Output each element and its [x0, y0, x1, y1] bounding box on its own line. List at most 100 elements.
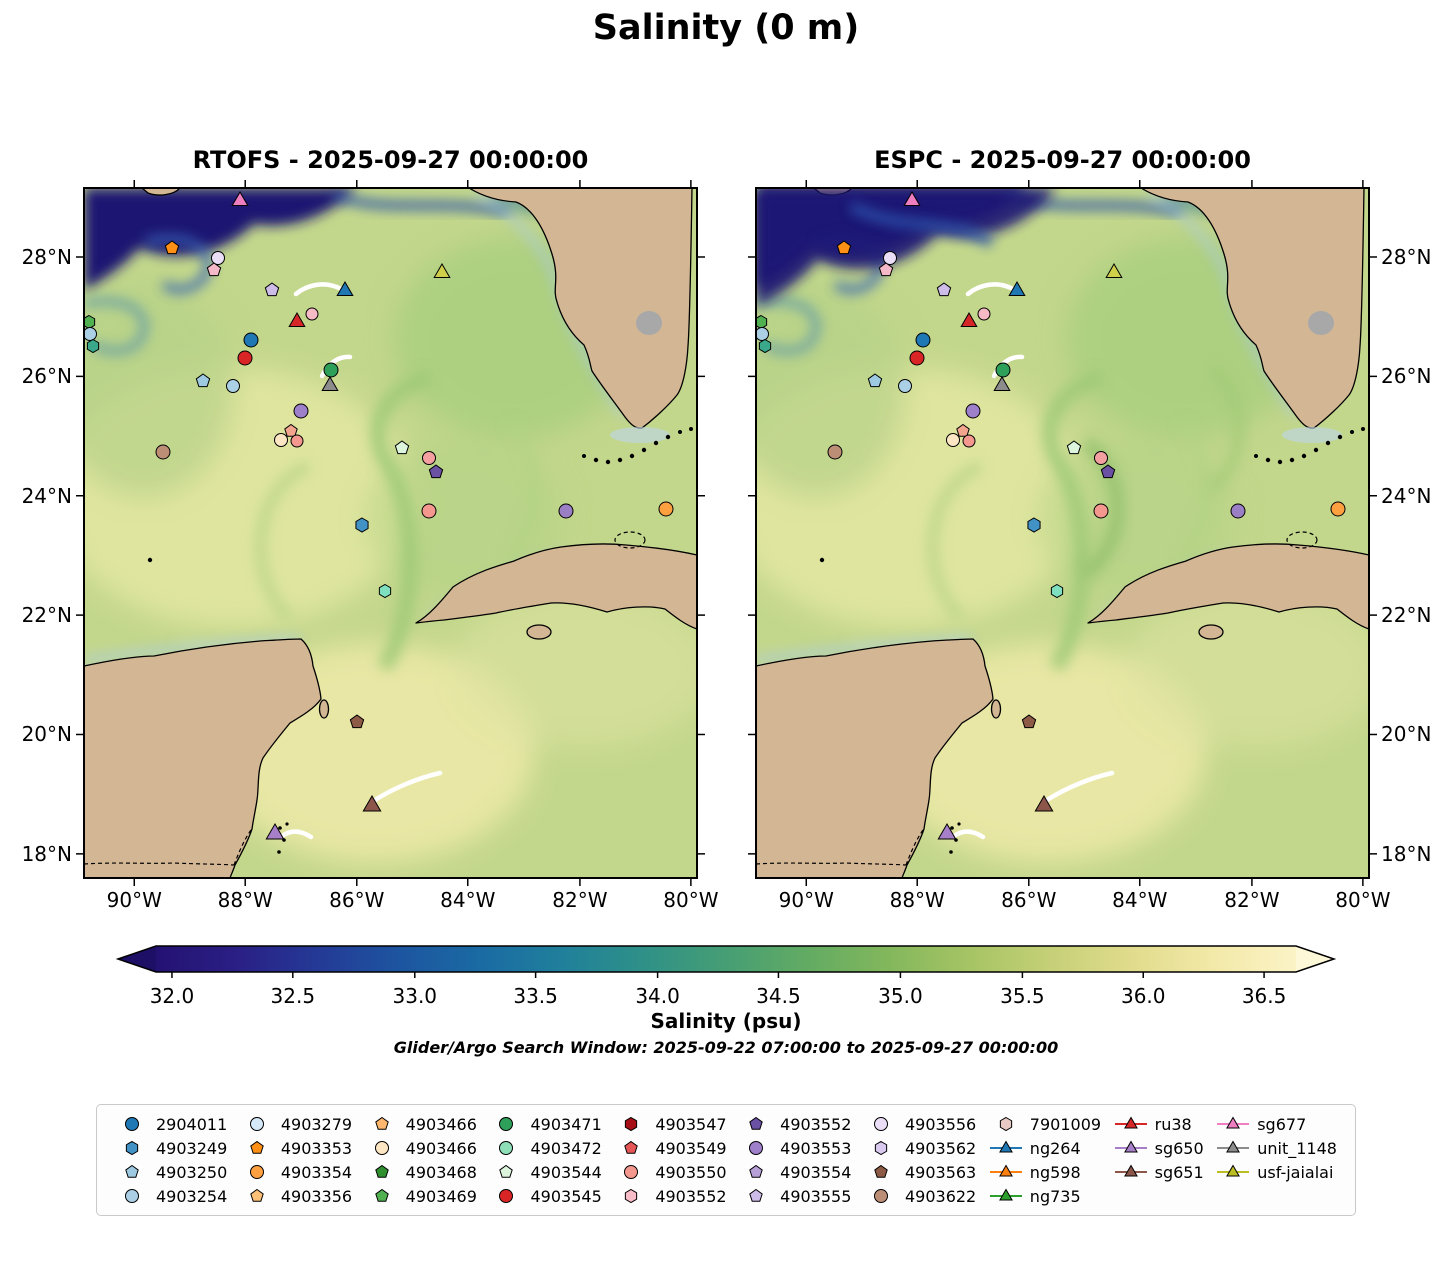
- colorbar-tick-label: 36.0: [1120, 984, 1166, 1008]
- salinity-field-map-rtofs: [84, 188, 697, 886]
- circle-marker: [125, 1117, 139, 1131]
- legend-item-4903250: 4903250: [115, 1161, 227, 1183]
- pentagon-marker: [749, 1116, 763, 1130]
- legend-item-4903472: 4903472: [489, 1137, 602, 1159]
- legend-item-sg650: sg650: [1114, 1137, 1204, 1159]
- map-marker-ru38: [288, 311, 306, 327]
- map-marker-argo-2904011: [243, 332, 259, 348]
- map-marker-argo-ltblue-edge: [84, 327, 97, 341]
- legend-item-4903469: 4903469: [365, 1185, 477, 1207]
- legend-label: ru38: [1154, 1114, 1192, 1134]
- map-marker-argo-4903553: [965, 403, 981, 419]
- map-marker-argo-4903549: [422, 451, 436, 465]
- map-marker-argo-4903553: [293, 403, 309, 419]
- lon-tick-label: 90°W: [778, 888, 834, 912]
- legend-column: 4903279 4903353 4903354 4903356: [240, 1113, 352, 1207]
- circle-marker-icon: [873, 1189, 888, 1203]
- legend-item-4903254: 4903254: [115, 1185, 227, 1207]
- circle-marker-icon: [749, 1141, 764, 1155]
- legend-item-4903554: 4903554: [739, 1161, 851, 1183]
- hexagon-marker: [625, 1116, 638, 1132]
- circle-marker: [499, 1189, 514, 1203]
- marker-layer: [756, 190, 1346, 840]
- map-marker-ng264: [336, 280, 354, 296]
- legend-item-4903545: 4903545: [489, 1185, 602, 1207]
- glider-track-icon: [1114, 1164, 1147, 1177]
- colorbar-tick-label: 32.5: [270, 984, 316, 1008]
- legend-label: 2904011: [156, 1114, 228, 1134]
- legend-label: 4903469: [405, 1186, 477, 1206]
- map-marker-argo-4903250: [867, 373, 883, 388]
- circle-marker-icon: [125, 1117, 139, 1131]
- legend-item-ru38: ru38: [1114, 1113, 1204, 1135]
- legend-label: 4903250: [156, 1162, 228, 1182]
- legend-label: 4903555: [780, 1186, 852, 1206]
- glider-track-icon: [989, 1188, 1022, 1201]
- legend-column: 4903466 4903466 4903468 4903469: [365, 1113, 477, 1207]
- map-marker-argo-4903472: [1050, 583, 1064, 599]
- hexagon-marker-icon: [999, 1116, 1012, 1132]
- circle-marker: [749, 1141, 764, 1155]
- map-espc: 90°W 88°W 86°W 84°W 82°W 80°W 28°N 26°N 24°N 22°N…: [756, 188, 1431, 912]
- legend-item-4903552: 4903552: [739, 1113, 851, 1135]
- lat-tick-label: 26°N: [21, 364, 72, 389]
- legend-label: 4903468: [405, 1162, 477, 1182]
- lat-tick-label: 20°N: [1381, 722, 1432, 747]
- circle-marker-icon: [125, 1189, 139, 1203]
- legend-item-sg677: sg677: [1216, 1113, 1337, 1135]
- map-marker-argo-4903354: [658, 501, 674, 517]
- map-marker-argo-teal-hex: [758, 338, 772, 354]
- hexagon-marker: [125, 1140, 139, 1156]
- lon-tick-label: 82°W: [552, 888, 608, 912]
- map-marker-usf-jaialai: [433, 262, 451, 278]
- map-marker-argo-4903249: [1027, 517, 1041, 533]
- map-marker-argo-4903550b: [962, 434, 976, 448]
- lon-tick-label: 84°W: [1112, 888, 1168, 912]
- legend-label: sg651: [1154, 1162, 1204, 1182]
- legend-label: ng598: [1029, 1162, 1081, 1182]
- lon-tick-label: 80°W: [1335, 888, 1391, 912]
- circle-marker-icon: [249, 1165, 264, 1179]
- map-marker-sg650: [265, 822, 285, 840]
- colorbar-gradient: [156, 946, 1296, 972]
- marker-layer: [84, 190, 674, 840]
- map-marker-argo-4903471: [995, 362, 1011, 378]
- legend-label: 4903279: [280, 1114, 353, 1134]
- legend-item-4903466: 4903466: [365, 1113, 477, 1135]
- lat-tick-label: 20°N: [21, 722, 72, 747]
- pentagon-marker-icon: [499, 1164, 514, 1178]
- lat-tick-label: 28°N: [1381, 245, 1432, 269]
- circle-marker-icon: [873, 1117, 888, 1131]
- map-marker-ru38: [960, 311, 978, 327]
- map-marker-sg651: [1034, 794, 1054, 812]
- legend-item-unit_1148: unit_1148: [1216, 1137, 1337, 1159]
- lat-tick-label: 24°N: [1381, 483, 1432, 508]
- circle-marker: [374, 1141, 389, 1155]
- legend-item-4903356: 4903356: [240, 1185, 352, 1207]
- pentagon-marker-icon: [874, 1164, 888, 1178]
- lat-tick-label: 26°N: [1381, 364, 1432, 389]
- pentagon-marker-icon: [624, 1140, 639, 1154]
- lat-tick-label: 18°N: [21, 841, 72, 866]
- lon-tick-label: 80°W: [663, 888, 719, 912]
- legend-item-4903468: 4903468: [365, 1161, 477, 1183]
- pentagon-marker-icon: [749, 1116, 763, 1130]
- map-marker-argo-2904011: [915, 332, 931, 348]
- colorbar: [115, 945, 1337, 978]
- map-marker-argo-green-hex: [756, 314, 768, 330]
- legend-label: 4903353: [280, 1138, 353, 1158]
- map-marker-argo-4903544: [394, 440, 410, 455]
- legend-item-7901009: 7901009: [989, 1113, 1101, 1135]
- legend-column: sg677 unit_1148 usf-jaialai: [1216, 1113, 1337, 1207]
- map-marker-argo-4903550b: [290, 434, 304, 448]
- lon-tick-label: 86°W: [1001, 888, 1057, 912]
- colorbar-tick-label: 35.0: [878, 984, 923, 1008]
- map-marker-argo-green-hex: [84, 314, 96, 330]
- pentagon-marker-icon: [374, 1188, 389, 1202]
- hexagon-marker-icon: [625, 1116, 638, 1132]
- lon-tick-label: 86°W: [329, 888, 385, 912]
- pentagon-marker: [749, 1164, 763, 1178]
- colorbar-tickmarks: [171, 972, 1265, 978]
- map-marker-argo-4903563: [1021, 714, 1037, 729]
- salinity-field-map-espc: [756, 188, 1369, 886]
